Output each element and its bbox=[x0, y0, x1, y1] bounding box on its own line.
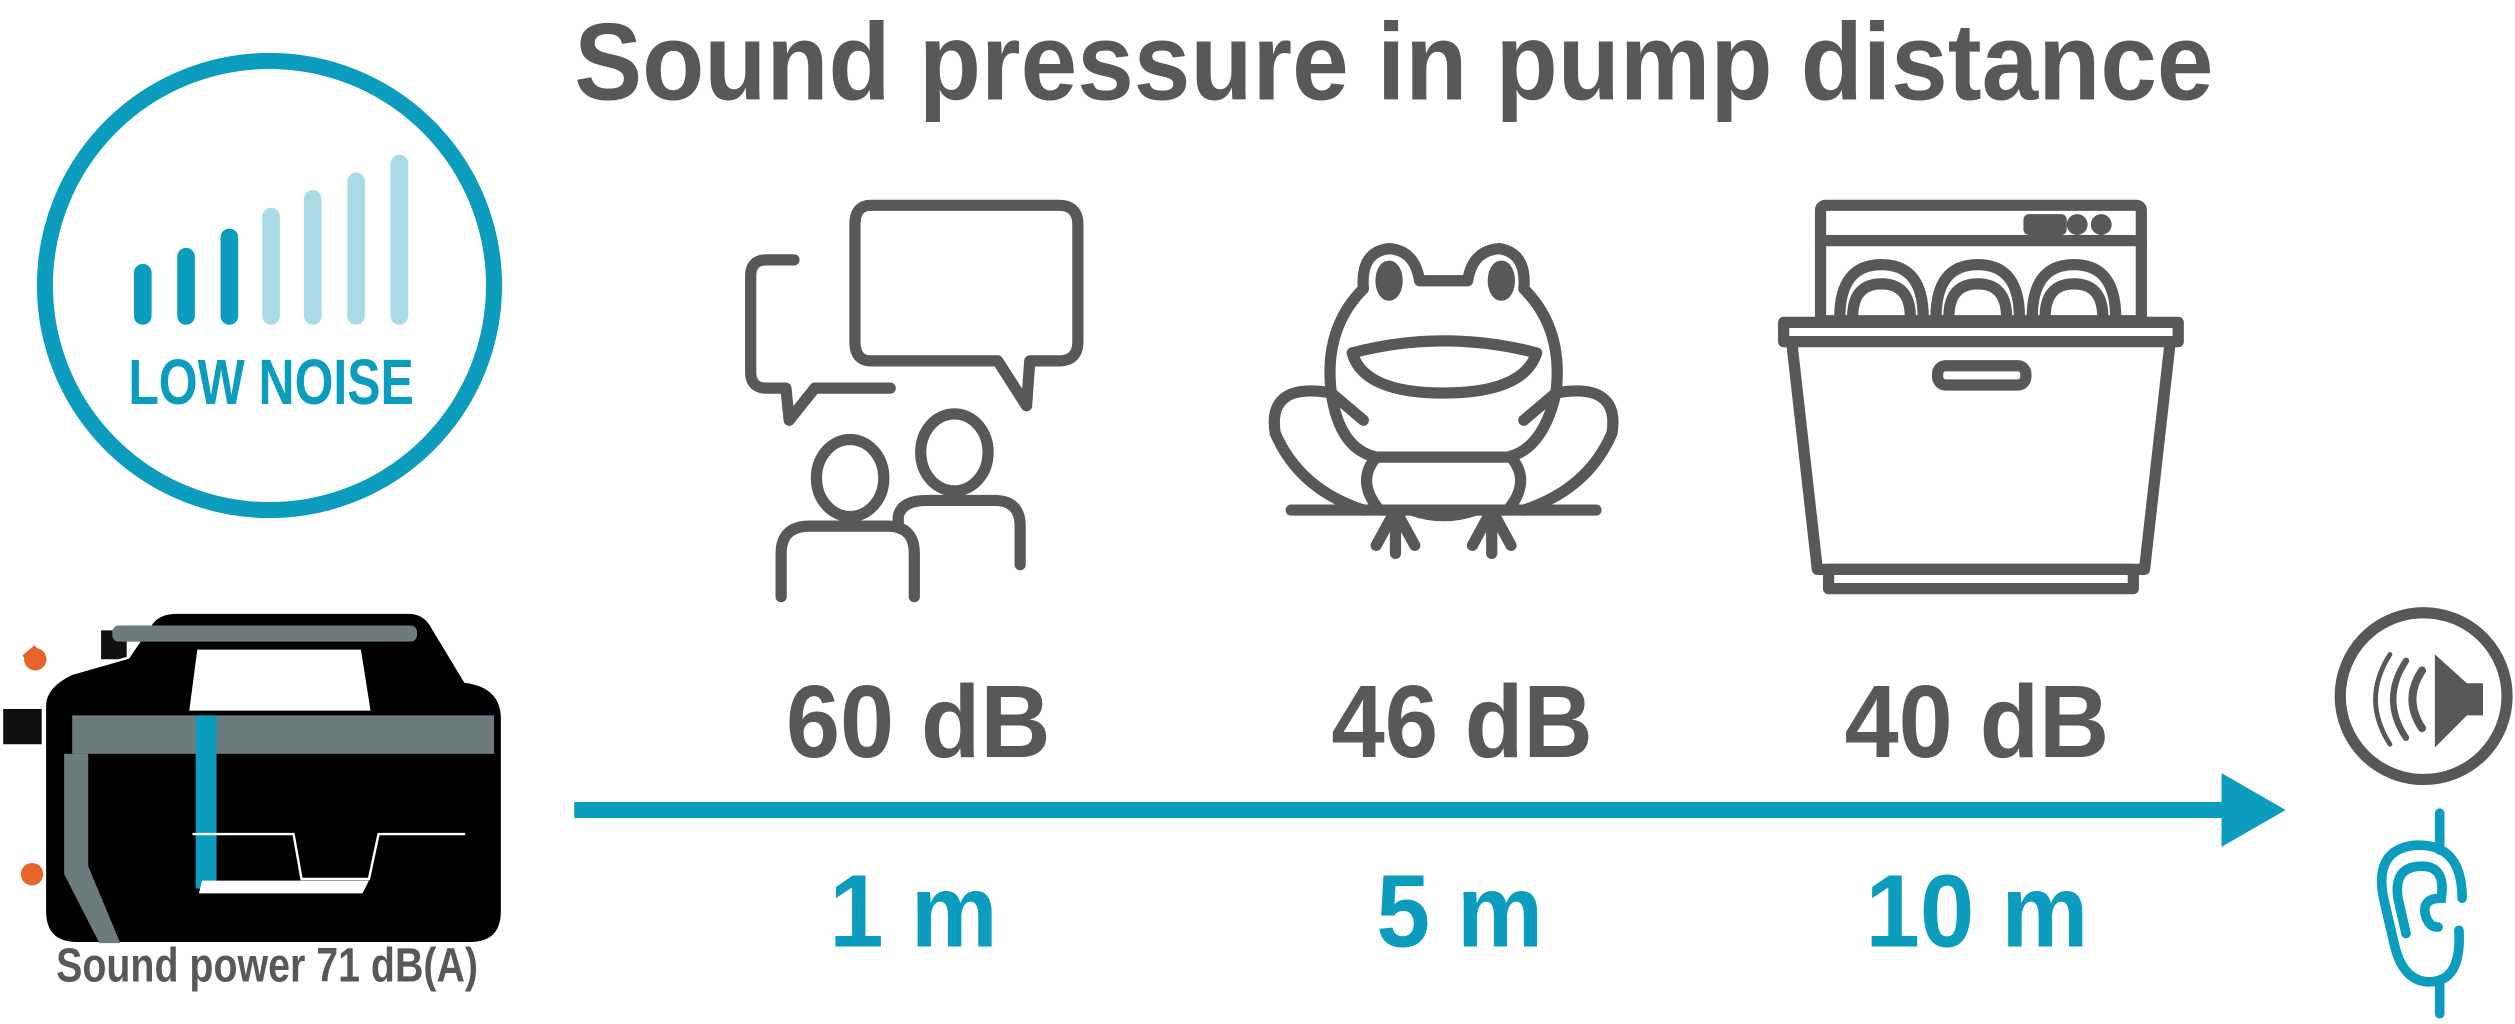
sound-level-5m: 46 dB bbox=[1331, 664, 1592, 779]
ear-icon bbox=[2376, 808, 2467, 1019]
dishwasher-icon bbox=[1778, 199, 2184, 595]
distance-5m: 5 m bbox=[1376, 853, 1543, 968]
noise-level-bars-icon bbox=[133, 154, 409, 325]
conversation-icon bbox=[745, 199, 1084, 603]
low-noise-label: LOW NOISE bbox=[128, 346, 414, 418]
distance-arrow bbox=[574, 773, 2286, 847]
frog-icon bbox=[1268, 243, 1619, 559]
speaker-icon bbox=[2334, 607, 2513, 786]
sound-level-1m: 60 dB bbox=[786, 664, 1051, 779]
distance-1m: 1 m bbox=[829, 853, 997, 968]
distance-10m: 10 m bbox=[1865, 853, 2088, 968]
page-title: Sound pressure in pump distance bbox=[574, 1, 2213, 123]
sound-level-10m: 40 dB bbox=[1845, 664, 2110, 779]
pump-sound-power-label: Sound power 71 dB(A) bbox=[56, 939, 478, 993]
low-noise-badge: LOW NOISE bbox=[36, 52, 503, 519]
pump-illustration bbox=[3, 611, 504, 945]
